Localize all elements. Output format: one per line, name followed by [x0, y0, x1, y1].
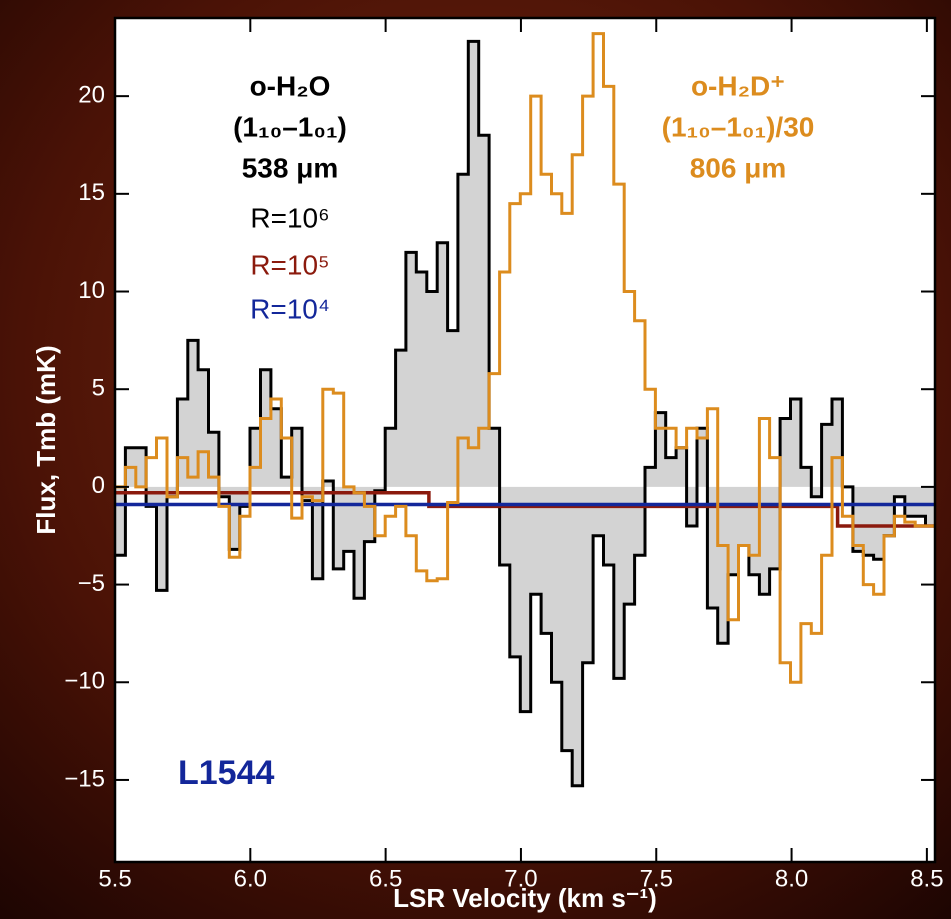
annotation-h2o: 538 μm — [242, 152, 339, 183]
x-tick-label: 7.0 — [504, 865, 537, 892]
y-tick-label: −15 — [64, 765, 105, 792]
x-tick-label: 6.0 — [234, 865, 267, 892]
x-tick-label: 8.0 — [775, 865, 808, 892]
y-tick-label: −5 — [78, 570, 105, 597]
x-tick-label: 7.5 — [640, 865, 673, 892]
plot-content — [115, 32, 935, 788]
y-tick-label: 5 — [92, 375, 105, 402]
y-tick-label: 0 — [92, 472, 105, 499]
annotation-h2d: (1₁₀–1₀₁)/30 — [662, 111, 815, 142]
legend-entry: R=10⁵ — [250, 249, 329, 280]
overlay — [114, 18, 935, 862]
x-tick-label: 8.5 — [910, 865, 943, 892]
area-fill — [115, 41, 935, 786]
y-axis-label: Flux, Tmb (mK) — [31, 345, 61, 534]
x-tick-label: 6.5 — [369, 865, 402, 892]
legend-entry: R=10⁶ — [250, 202, 329, 233]
y-tick-label: −10 — [64, 668, 105, 695]
plot-area — [115, 18, 935, 862]
legend-entry: R=10⁴ — [250, 293, 330, 324]
x-tick-label: 5.5 — [98, 865, 131, 892]
y-tick-label: 20 — [78, 81, 105, 108]
legend-entry: o-H₂D⁺ — [691, 70, 785, 101]
source-label: L1544 — [178, 754, 274, 792]
plot-frame — [113, 16, 937, 864]
x-axis-label: LSR Velocity (km s⁻¹) — [393, 883, 657, 913]
spectrum-line — [115, 39, 935, 788]
annotation-h2o: o-H₂O — [250, 70, 331, 101]
annotation-h2o: (1₁₀–1₀₁) — [233, 111, 347, 142]
spectrum-line — [115, 32, 935, 684]
y-tick-label: 15 — [78, 179, 105, 206]
annotation-h2d: 806 μm — [690, 152, 787, 183]
y-tick-label: 10 — [78, 277, 105, 304]
